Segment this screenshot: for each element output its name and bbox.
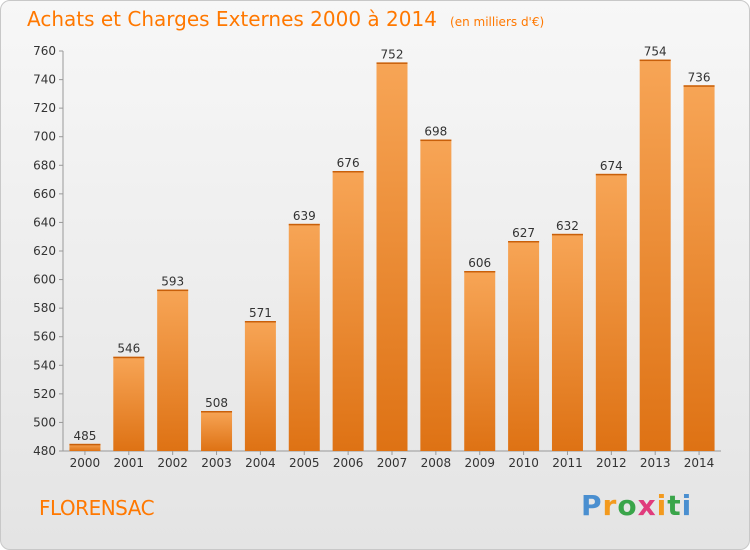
x-tick-label: 2011 xyxy=(552,456,583,470)
value-label: 546 xyxy=(117,342,140,356)
y-tick-label: 740 xyxy=(33,73,56,87)
bar-2005 xyxy=(288,223,320,451)
value-label: 632 xyxy=(556,219,579,233)
bar-2010 xyxy=(508,241,540,451)
title-block: Achats et Charges Externes 2000 à 2014 (… xyxy=(27,7,544,31)
y-tick-label: 700 xyxy=(33,130,56,144)
x-tick-label: 2003 xyxy=(201,456,232,470)
axes: 480 500 520 540 560 580 600 620 640 660 680 700 720 7… xyxy=(33,44,721,470)
value-label: 676 xyxy=(337,156,360,170)
bar-2011 xyxy=(551,233,583,451)
bar-top-edge xyxy=(464,271,496,273)
y-tick-label: 600 xyxy=(33,273,56,287)
x-tick-label: 2006 xyxy=(333,456,364,470)
y-tick-label: 480 xyxy=(33,444,56,458)
bar-2007 xyxy=(376,62,408,452)
bar-top-edge xyxy=(551,233,583,236)
bar-top-edge xyxy=(69,443,101,446)
value-label: 736 xyxy=(688,70,711,84)
x-tick-label: 2000 xyxy=(70,456,101,470)
x-tick-label: 2004 xyxy=(245,456,276,470)
y-tick-label: 680 xyxy=(33,158,56,172)
x-tick-label: 2009 xyxy=(464,456,495,470)
value-label: 674 xyxy=(600,159,623,173)
proxiti-logo: Proxiti xyxy=(581,489,693,522)
bar-2014 xyxy=(683,85,715,452)
x-tick-label: 2005 xyxy=(289,456,320,470)
value-label: 571 xyxy=(249,306,272,320)
bar-top-edge xyxy=(332,171,364,173)
y-tick-label: 620 xyxy=(33,244,56,258)
bar-top-edge xyxy=(157,289,189,292)
y-tick-label: 580 xyxy=(33,301,56,315)
bar-top-edge xyxy=(288,223,320,226)
value-label: 754 xyxy=(644,45,667,59)
bar-top-edge xyxy=(244,321,276,323)
bar-top-edge xyxy=(508,241,540,243)
chart-title: Achats et Charges Externes 2000 à 2014 xyxy=(27,7,437,31)
bar-2004 xyxy=(244,321,276,451)
y-tick-label: 540 xyxy=(33,358,56,372)
y-tick-label: 560 xyxy=(33,330,56,344)
bar-top-edge xyxy=(201,411,233,413)
x-tick-label: 2013 xyxy=(640,456,671,470)
chart-unit: (en milliers d'€) xyxy=(450,15,545,29)
bar-2001 xyxy=(113,356,145,451)
y-tick-label: 660 xyxy=(33,187,56,201)
bar-top-edge xyxy=(639,59,671,62)
bar-top-edge xyxy=(113,356,145,359)
x-tick-label: 2002 xyxy=(157,456,188,470)
bar-2009 xyxy=(464,271,496,451)
value-label: 698 xyxy=(424,125,447,139)
y-tick-label: 520 xyxy=(33,387,56,401)
bar-2003 xyxy=(201,411,233,451)
y-tick-label: 720 xyxy=(33,101,56,115)
bar-top-edge xyxy=(420,139,452,142)
x-tick-label: 2001 xyxy=(114,456,145,470)
x-tick-label: 2008 xyxy=(421,456,452,470)
value-label: 627 xyxy=(512,226,535,240)
bars xyxy=(69,59,715,452)
bar-2006 xyxy=(332,171,364,451)
x-tick-label: 2012 xyxy=(596,456,627,470)
bar-2012 xyxy=(595,173,627,451)
city-name: FLORENSAC xyxy=(39,496,155,520)
x-tick-label: 2010 xyxy=(508,456,539,470)
value-label: 485 xyxy=(73,429,96,443)
bar-top-edge xyxy=(595,173,627,176)
y-tick-label: 760 xyxy=(33,44,56,58)
y-tick-label: 500 xyxy=(33,415,56,429)
value-label: 508 xyxy=(205,396,228,410)
bar-top-edge xyxy=(683,85,715,87)
value-label: 606 xyxy=(468,256,491,270)
bar-2000 xyxy=(69,443,101,451)
value-labels: 485 546 593 508 571 639 676 752 698 606 627 632 674 7… xyxy=(73,45,710,443)
value-label: 752 xyxy=(381,47,404,61)
value-label: 639 xyxy=(293,209,316,223)
bar-2008 xyxy=(420,139,452,452)
y-tick-label: 640 xyxy=(33,215,56,229)
bar-top-edge xyxy=(376,62,408,64)
bar-2002 xyxy=(157,289,189,451)
x-tick-label: 2014 xyxy=(684,456,715,470)
bar-2013 xyxy=(639,59,671,451)
x-tick-label: 2007 xyxy=(377,456,408,470)
value-label: 593 xyxy=(161,275,184,289)
